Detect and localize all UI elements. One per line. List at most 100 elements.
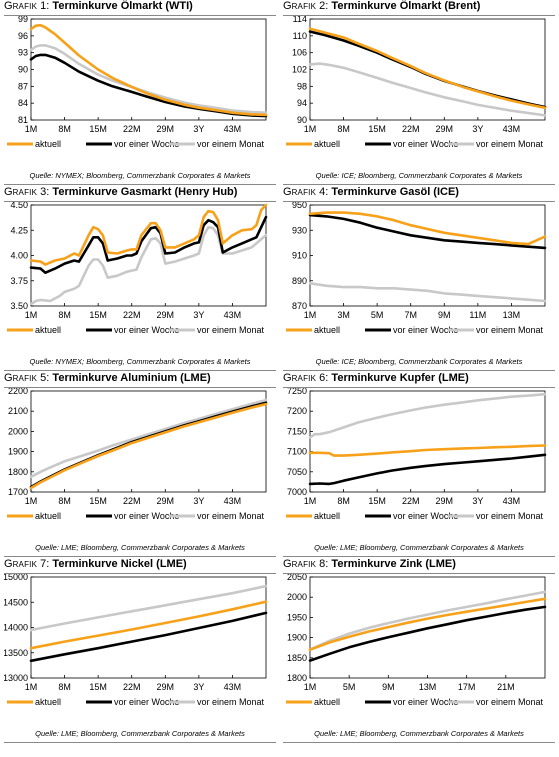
bottom-rule bbox=[4, 556, 276, 557]
title-rule bbox=[283, 201, 555, 202]
legend-label: vor einer Woche bbox=[393, 697, 458, 707]
x-tick-label: 1M bbox=[304, 124, 317, 134]
x-tick-label: 29M bbox=[157, 310, 175, 320]
title-prefix-number: 6: bbox=[316, 372, 332, 384]
series-line-vor-einer-woche bbox=[308, 213, 547, 250]
y-tick-label: 870 bbox=[292, 301, 307, 311]
y-tick-label: 910 bbox=[292, 251, 307, 261]
series-line-vor-einer-woche bbox=[308, 605, 547, 662]
y-tick-label: 94 bbox=[297, 98, 307, 108]
legend-label: aktuell bbox=[314, 325, 340, 335]
y-tick-label: 90 bbox=[297, 115, 307, 125]
x-tick-label: 1M bbox=[304, 682, 317, 692]
title-prefix-initial: G bbox=[4, 372, 13, 384]
x-tick-label: 15M bbox=[89, 124, 107, 134]
y-tick-label: 7050 bbox=[287, 467, 307, 477]
chart-panel-5: GRAFIK 5: Terminkurve Aluminium (LME) 170… bbox=[4, 372, 276, 557]
x-tick-label: 8M bbox=[58, 310, 71, 320]
title-prefix-smallcaps: RAFIK bbox=[12, 2, 38, 11]
chart-title: GRAFIK 7: Terminkurve Nickel (LME) bbox=[4, 558, 187, 570]
y-tick-label: 1800 bbox=[8, 467, 28, 477]
legend-label: aktuell bbox=[314, 511, 340, 521]
chart-svg: 870 890 910 930 950 1M 3M 5M 7M 9M 11M 13M aktuell vo… bbox=[286, 202, 547, 335]
x-tick-label: 8M bbox=[337, 496, 350, 506]
x-tick-label: 43M bbox=[503, 496, 521, 506]
chart-svg: 81 84 87 90 93 96 99 1M 8M 15M 22M 29M 3Y 43M aktuell v… bbox=[7, 16, 268, 149]
x-tick-label: 9M bbox=[438, 310, 451, 320]
y-tick-label: 1950 bbox=[287, 612, 307, 622]
bottom-rule bbox=[283, 742, 555, 743]
title-text: Terminkurve Ölmarkt (WTI) bbox=[52, 0, 193, 12]
series-line-aktuell bbox=[308, 444, 547, 457]
title-rule bbox=[283, 15, 555, 16]
legend-label: aktuell bbox=[35, 325, 61, 335]
y-tick-label: 4.00 bbox=[10, 251, 28, 261]
x-tick-label: 9M bbox=[382, 682, 395, 692]
chart-source: Quelle: ICE; Bloomberg, Commerzbank Corp… bbox=[315, 357, 523, 366]
series-line-aktuell bbox=[308, 211, 547, 246]
x-tick-label: 29M bbox=[157, 124, 175, 134]
title-prefix-smallcaps: RAFIK bbox=[12, 374, 38, 383]
x-tick-label: 3Y bbox=[193, 310, 204, 320]
chart-panel-3: GRAFIK 3: Terminkurve Gasmarkt (Henry Hu… bbox=[4, 186, 276, 371]
title-prefix-smallcaps: RAFIK bbox=[291, 374, 317, 383]
chart-panel-2: GRAFIK 2: Terminkurve Ölmarkt (Brent) 90 9… bbox=[283, 0, 555, 185]
series-line-vor-einer-woche bbox=[308, 453, 547, 486]
x-tick-label: 1M bbox=[25, 682, 38, 692]
series-line-aktuell bbox=[29, 23, 268, 117]
y-tick-label: 7250 bbox=[287, 388, 307, 396]
x-tick-label: 3Y bbox=[193, 682, 204, 692]
y-tick-label: 102 bbox=[292, 65, 307, 75]
legend-label: aktuell bbox=[314, 697, 340, 707]
x-tick-label: 15M bbox=[368, 124, 386, 134]
x-tick-label: 1M bbox=[304, 310, 317, 320]
chart-title: GRAFIK 8: Terminkurve Zink (LME) bbox=[283, 558, 456, 570]
legend-label: aktuell bbox=[35, 511, 61, 521]
y-tick-label: 890 bbox=[292, 276, 307, 286]
chart-title: GRAFIK 5: Terminkurve Aluminium (LME) bbox=[4, 372, 211, 384]
series-line-aktuell bbox=[308, 27, 547, 110]
y-tick-label: 106 bbox=[292, 48, 307, 58]
chart-source: Quelle: LME; Bloomberg, Commerzbank Corp… bbox=[314, 729, 524, 738]
y-tick-label: 13000 bbox=[4, 673, 28, 683]
title-text: Terminkurve Zink (LME) bbox=[331, 558, 456, 570]
title-prefix-initial: G bbox=[283, 558, 292, 570]
chart-panel-7: GRAFIK 7: Terminkurve Nickel (LME) 13000 1… bbox=[4, 558, 276, 743]
x-tick-label: 43M bbox=[224, 124, 242, 134]
x-tick-label: 3M bbox=[337, 310, 350, 320]
legend-label: vor einer Woche bbox=[114, 697, 179, 707]
y-tick-label: 90 bbox=[18, 65, 28, 75]
series-line-aktuell bbox=[29, 600, 268, 650]
x-tick-label: 22M bbox=[402, 124, 420, 134]
series-line-vor-einer-woche bbox=[29, 53, 268, 118]
title-rule bbox=[4, 387, 276, 388]
legend-label: aktuell bbox=[35, 139, 61, 149]
title-prefix-number: 7: bbox=[37, 558, 53, 570]
y-tick-label: 93 bbox=[18, 48, 28, 58]
title-prefix-smallcaps: RAFIK bbox=[12, 188, 38, 197]
x-tick-label: 22M bbox=[123, 310, 141, 320]
y-tick-label: 2000 bbox=[287, 592, 307, 602]
x-tick-label: 8M bbox=[337, 124, 350, 134]
legend-label: vor einer Woche bbox=[393, 511, 458, 521]
y-tick-label: 950 bbox=[292, 202, 307, 210]
legend-label: vor einem Monat bbox=[476, 511, 544, 521]
x-tick-label: 13M bbox=[419, 682, 437, 692]
title-rule bbox=[283, 387, 555, 388]
series-line-vor-einer-woche bbox=[29, 401, 268, 489]
y-tick-label: 81 bbox=[18, 115, 28, 125]
chart-title: GRAFIK 6: Terminkurve Kupfer (LME) bbox=[283, 372, 469, 384]
title-prefix-initial: G bbox=[283, 372, 292, 384]
y-tick-label: 1800 bbox=[287, 673, 307, 683]
legend-label: vor einem Monat bbox=[197, 697, 265, 707]
y-tick-label: 99 bbox=[18, 16, 28, 24]
x-tick-label: 22M bbox=[123, 496, 141, 506]
x-tick-label: 15M bbox=[368, 496, 386, 506]
y-tick-label: 4.25 bbox=[10, 225, 28, 235]
chart-title: GRAFIK 2: Terminkurve Ölmarkt (Brent) bbox=[283, 0, 480, 12]
series-line-vor-einem-monat bbox=[29, 225, 268, 306]
chart-source: Quelle: LME; Bloomberg, Commerzbank Corp… bbox=[35, 729, 245, 738]
title-rule bbox=[4, 573, 276, 574]
title-prefix-number: 1: bbox=[37, 0, 53, 12]
x-tick-label: 15M bbox=[89, 310, 107, 320]
